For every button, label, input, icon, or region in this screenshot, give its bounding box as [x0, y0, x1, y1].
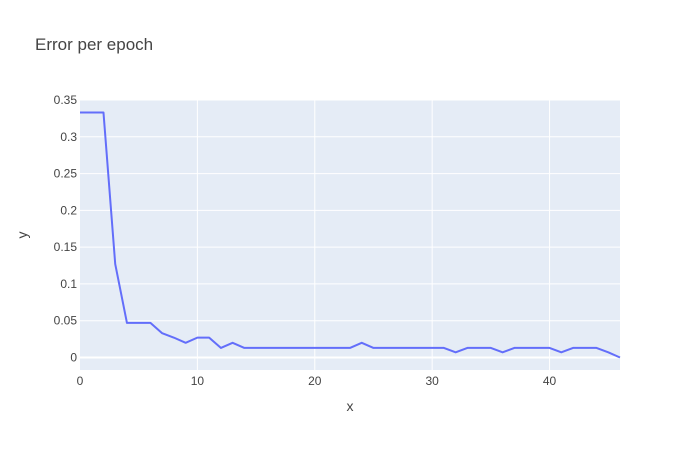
y-tick-label: 0.15	[54, 240, 78, 254]
tick-labels: 0 10 20 30 40 0 0.05 0.1 0.15 0.2 0.25 0.3 0.35	[54, 93, 557, 388]
y-tick-label: 0.35	[54, 93, 78, 107]
series-line	[80, 111, 621, 359]
plot-area	[80, 100, 620, 370]
chart-title: Error per epoch	[35, 35, 153, 54]
grid-lines	[80, 99, 620, 370]
y-tick-label: 0.25	[54, 167, 78, 181]
y-tick-label: 0.1	[60, 277, 77, 291]
x-tick-label: 40	[543, 374, 557, 388]
x-tick-label: 0	[77, 374, 84, 388]
y-axis-title: y	[14, 232, 30, 239]
y-tick-label: 0.2	[60, 203, 77, 217]
series-layer	[80, 111, 621, 359]
x-tick-label: 20	[308, 374, 322, 388]
x-tick-label: 10	[191, 374, 205, 388]
x-tick-label: 30	[425, 374, 439, 388]
y-tick-label: 0.05	[54, 314, 78, 328]
x-axis-title: x	[347, 398, 354, 414]
y-tick-label: 0.3	[60, 130, 77, 144]
y-tick-label: 0	[70, 350, 77, 364]
